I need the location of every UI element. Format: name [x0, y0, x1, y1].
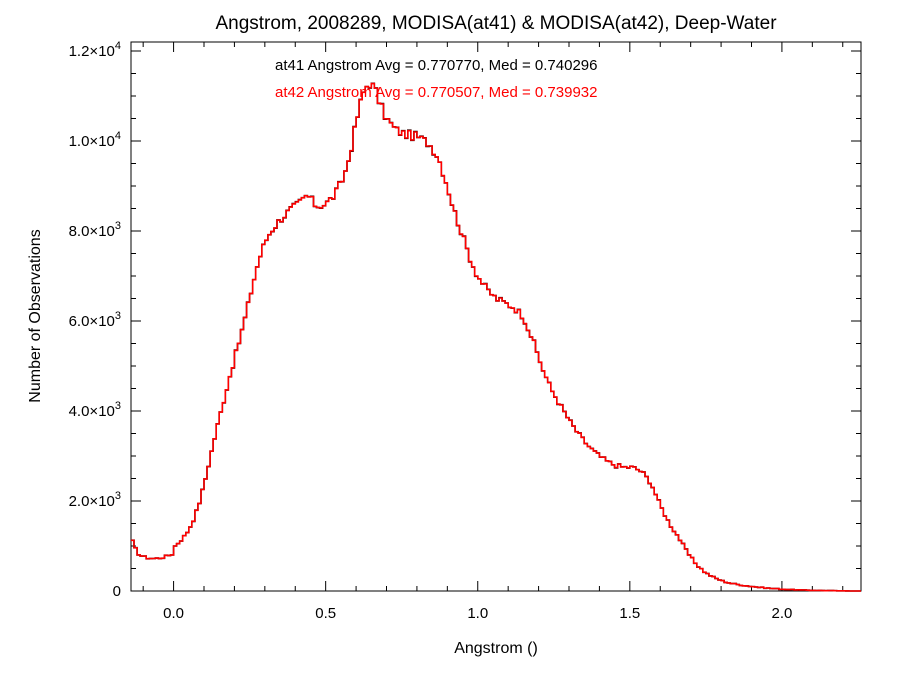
x-tick-label: 1.5	[619, 605, 640, 622]
y-tick-label: 1.2×104	[69, 40, 121, 60]
y-tick-label: 8.0×103	[69, 220, 121, 240]
annotation-at42: at42 Angstrom Avg = 0.770507, Med = 0.73…	[275, 84, 597, 101]
y-tick-label: 0	[113, 583, 121, 600]
chart-title: Angstrom, 2008289, MODISA(at41) & MODISA…	[215, 13, 777, 34]
x-tick-label: 2.0	[771, 605, 792, 622]
y-axis-label: Number of Observations	[27, 229, 44, 402]
y-tick-label: 6.0×103	[69, 310, 121, 330]
x-tick-label: 0.5	[315, 605, 336, 622]
plot-frame	[130, 41, 862, 592]
y-tick-label: 4.0×103	[69, 400, 121, 420]
histogram-series-at42	[131, 82, 861, 592]
annotation-at41: at41 Angstrom Avg = 0.770770, Med = 0.74…	[275, 57, 597, 74]
x-tick-labels: 0.0 0.5 1.0 1.5 2.0	[163, 605, 792, 622]
x-axis-label: Angstrom ()	[454, 640, 538, 657]
plot-area: 0.0 0.5 1.0 1.5 2.0 0 2.0×103 4.0×103 6.0×103 8.…	[69, 40, 862, 622]
y-tick-label: 2.0×103	[69, 490, 121, 510]
x-tick-label: 0.0	[163, 605, 184, 622]
x-tick-label: 1.0	[467, 605, 488, 622]
axis-ticks	[131, 42, 861, 592]
y-tick-label: 1.0×104	[69, 130, 121, 150]
y-tick-labels: 0 2.0×103 4.0×103 6.0×103 8.0×103 1.0×104 1.2×…	[69, 40, 121, 600]
